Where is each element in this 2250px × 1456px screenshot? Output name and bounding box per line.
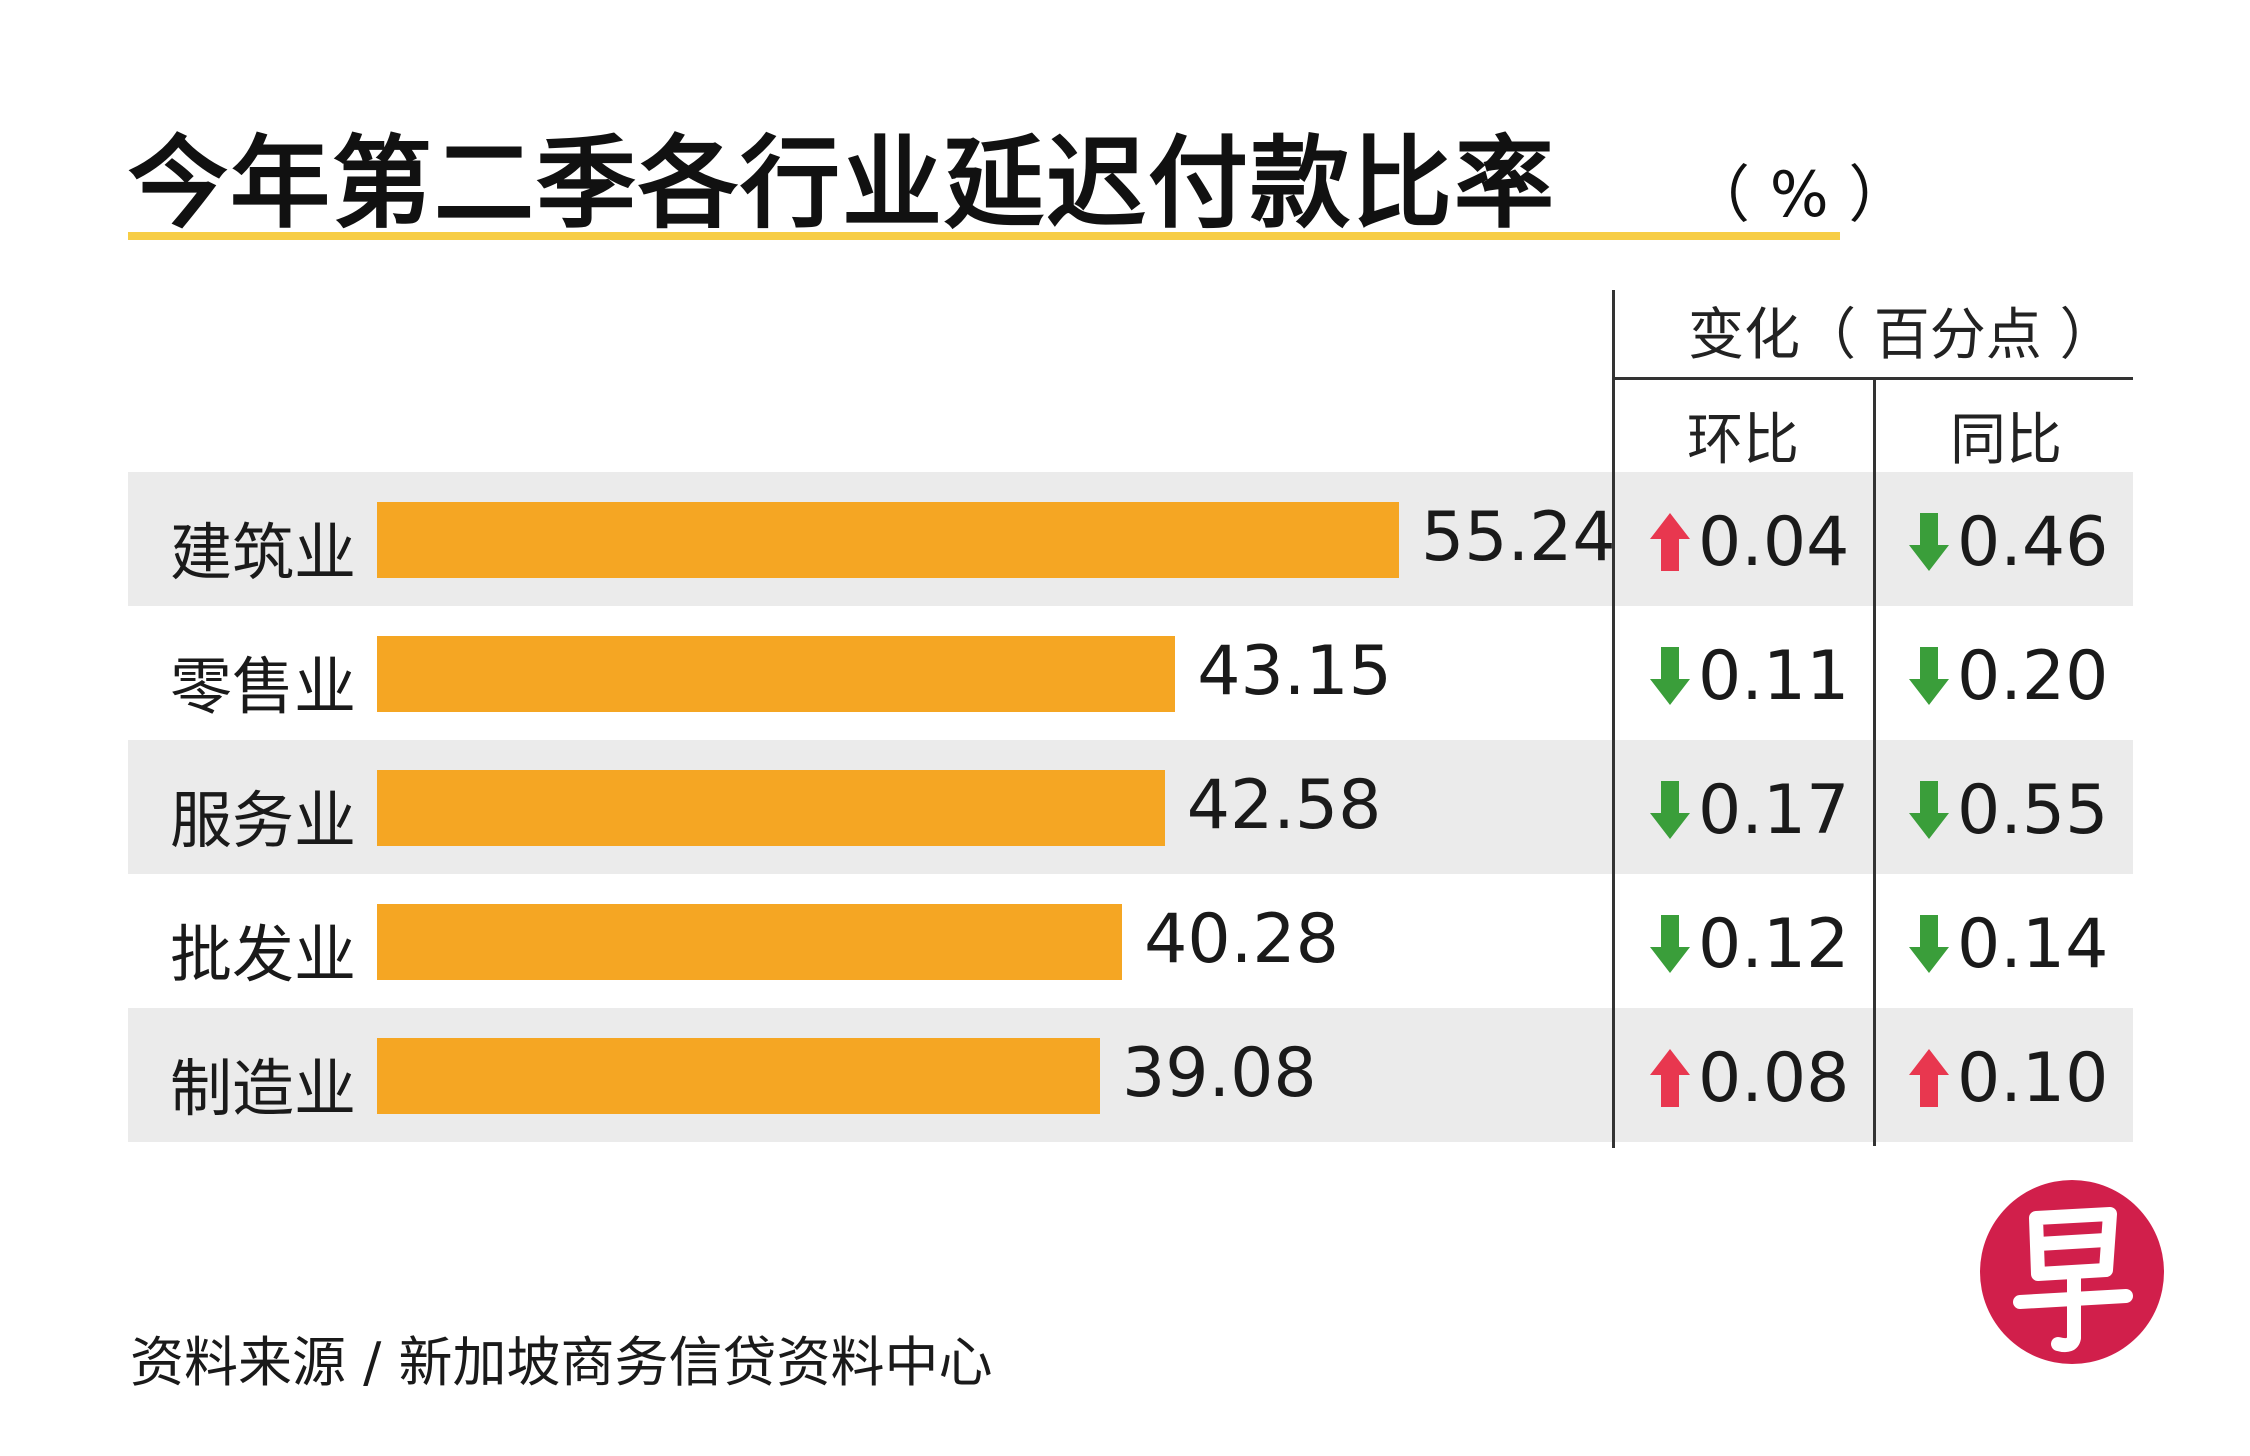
arrow-down-icon <box>1909 647 1949 705</box>
source-note: 资料来源 / 新加坡商务信贷资料中心 <box>130 1331 993 1394</box>
chart-title: 今年第二季各行业延迟付款比率 <box>128 125 1556 242</box>
value-label: 39.08 <box>1121 1034 1317 1113</box>
arrow-down-icon <box>1909 781 1949 839</box>
yoy-change-value: 0.10 <box>1957 1038 2109 1118</box>
yoy-change: 0.10 <box>1907 1038 2108 1118</box>
category-label: 批发业 <box>170 918 357 991</box>
bar <box>377 904 1123 980</box>
value-label: 43.15 <box>1197 632 1392 711</box>
arrow-down-icon <box>1650 915 1690 973</box>
qoq-change: 0.11 <box>1648 636 1849 716</box>
arrow-down-icon <box>1650 781 1690 839</box>
yoy-change: 0.46 <box>1907 502 2108 582</box>
category-label: 服务业 <box>170 784 357 857</box>
arrow-up-icon <box>1650 513 1690 571</box>
qoq-change-value: 0.12 <box>1698 904 1850 984</box>
value-label: 42.58 <box>1186 766 1382 845</box>
bar <box>377 1038 1100 1114</box>
qoq-change-value: 0.11 <box>1698 636 1850 716</box>
yoy-change-value: 0.55 <box>1957 770 2109 850</box>
arrow-down-icon <box>1909 915 1949 973</box>
yoy-change: 0.20 <box>1907 636 2108 716</box>
category-label: 建筑业 <box>170 516 357 589</box>
bar <box>377 636 1176 712</box>
qoq-header: 环比 <box>1687 408 1799 473</box>
arrow-up-icon <box>1909 1049 1949 1107</box>
title-underline <box>128 232 1840 240</box>
yoy-change-value: 0.14 <box>1957 904 2109 984</box>
category-label: 制造业 <box>170 1052 357 1125</box>
change-group-header: 变化（ 百分点 ） <box>1688 303 2116 368</box>
qoq-change-value: 0.08 <box>1698 1038 1850 1118</box>
header-horizontal-rule <box>1612 377 2133 380</box>
vertical-separator-left <box>1612 290 1615 1148</box>
qoq-change: 0.08 <box>1648 1038 1849 1118</box>
qoq-change: 0.04 <box>1648 502 1849 582</box>
yoy-change: 0.14 <box>1907 904 2108 984</box>
value-label: 40.28 <box>1144 900 1339 979</box>
qoq-change-value: 0.17 <box>1698 770 1850 850</box>
qoq-change: 0.17 <box>1648 770 1849 850</box>
yoy-change: 0.55 <box>1907 770 2108 850</box>
arrow-down-icon <box>1909 513 1949 571</box>
vertical-separator-mid <box>1873 378 1876 1146</box>
value-label: 55.24 <box>1420 498 1616 577</box>
bar <box>377 770 1165 846</box>
arrow-up-icon <box>1650 1049 1690 1107</box>
chart-title-unit: （ % ） <box>1688 158 1911 231</box>
arrow-down-icon <box>1650 647 1690 705</box>
yoy-header: 同比 <box>1950 408 2062 473</box>
yoy-change-value: 0.46 <box>1957 502 2109 582</box>
zaobao-logo-icon <box>1980 1180 2164 1364</box>
bar <box>377 502 1399 578</box>
category-label: 零售业 <box>170 650 357 723</box>
qoq-change: 0.12 <box>1648 904 1849 984</box>
yoy-change-value: 0.20 <box>1957 636 2109 716</box>
qoq-change-value: 0.04 <box>1698 502 1850 582</box>
